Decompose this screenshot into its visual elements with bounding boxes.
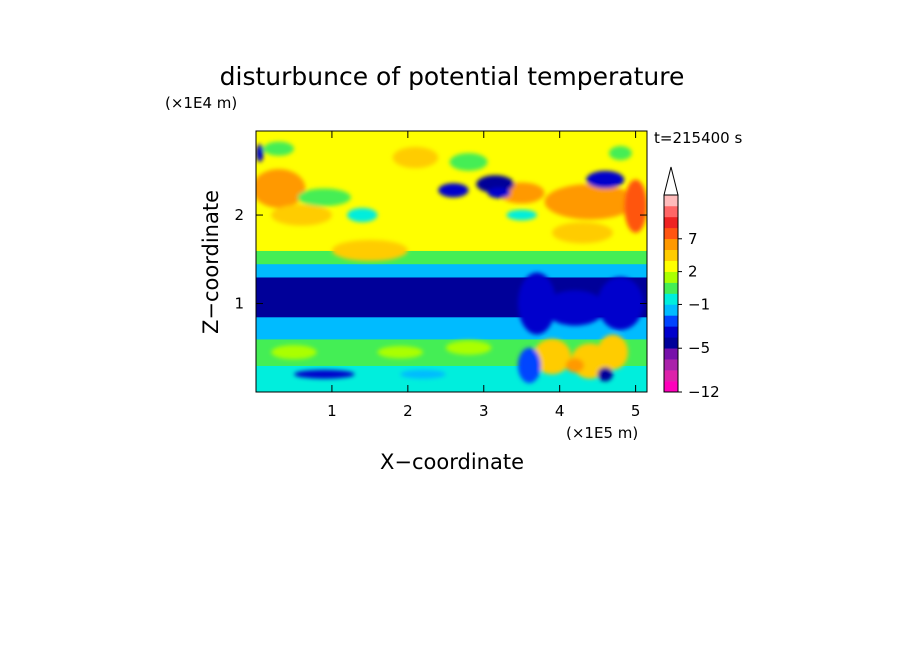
colorbar-swatch-2 (664, 359, 678, 371)
y-axis-label: Z−coordinate (199, 190, 223, 334)
colorbar-label: −1 (688, 295, 710, 313)
colorbar-swatch-17 (664, 195, 678, 207)
contour-band-5 (256, 250, 647, 265)
colorbar-swatch-7 (664, 304, 678, 316)
contour-patch-5 (271, 204, 332, 226)
y-unit-label: (×1E4 m) (165, 94, 237, 112)
x-tick-label: 4 (555, 402, 565, 420)
contour-patch-14 (263, 141, 294, 156)
colorbar-swatch-4 (664, 337, 678, 349)
contour-patch-0 (256, 169, 306, 208)
contour-patch-4 (392, 146, 439, 169)
y-axis-ticks: 12 (234, 206, 647, 313)
contour-patch-12 (347, 207, 378, 223)
colorbar-label: −5 (688, 339, 710, 357)
colorbar-extend-arrow (663, 166, 679, 196)
contour-patch-28 (293, 369, 355, 379)
contour-patch-15 (297, 188, 351, 207)
x-axis-label: X−coordinate (380, 450, 524, 474)
colorbar: 7 2 −1 −5 −12 (663, 166, 720, 401)
contour-patch-6 (331, 239, 408, 262)
x-tick-label: 2 (403, 402, 413, 420)
contour-patch-32 (377, 345, 424, 359)
colorbar-swatch-10 (664, 271, 678, 283)
contour-patch-26 (517, 347, 541, 384)
contour-patch-17 (609, 146, 632, 161)
contour-patch-27 (597, 367, 613, 382)
contour-patch-20 (544, 290, 606, 326)
contour-patch-25 (565, 358, 584, 373)
colorbar-swatch-6 (664, 315, 678, 327)
x-axis-ticks: 1 2 3 4 5 (327, 131, 640, 420)
contour-patch-7 (552, 222, 613, 244)
contour-band-4 (256, 263, 647, 278)
contour-patch-9 (487, 187, 511, 199)
contour-patch-11 (586, 170, 625, 189)
contour-patch-10 (438, 183, 469, 198)
x-unit-label: (×1E5 m) (566, 424, 638, 442)
plot-area (256, 131, 647, 392)
contour-patch-22 (533, 338, 572, 375)
colorbar-label: 2 (688, 263, 698, 281)
contour-patch-29 (400, 369, 446, 379)
x-tick-label: 1 (327, 402, 337, 420)
x-tick-label: 3 (479, 402, 489, 420)
colorbar-swatch-11 (664, 260, 678, 272)
colorbar-swatch-0 (664, 381, 678, 393)
colorbar-swatch-12 (664, 249, 678, 261)
contour-patch-30 (271, 345, 317, 360)
colorbar-swatch-13 (664, 238, 678, 251)
contour-patch-3 (624, 179, 647, 233)
colorbar-swatch-16 (664, 205, 678, 218)
contour-patch-21 (597, 276, 644, 331)
y-tick-label: 1 (234, 295, 244, 313)
chart-title: disturbunce of potential temperature (220, 62, 685, 91)
contour-patch-2 (544, 184, 636, 220)
colorbar-swatch-1 (664, 370, 678, 382)
plot-frame (255, 130, 648, 393)
colorbar-swatch-9 (664, 282, 678, 294)
colorbar-swatch-5 (664, 326, 678, 338)
contour-patch-31 (445, 340, 492, 355)
contour-patch-19 (517, 272, 556, 335)
colorbar-swatch-14 (664, 227, 678, 240)
contour-patch-16 (449, 153, 488, 171)
contour-patch-24 (597, 334, 629, 370)
colorbar-swatch-3 (664, 348, 678, 360)
colorbar-swatch-8 (664, 293, 678, 305)
colorbar-swatch-15 (664, 216, 678, 229)
contour-patch-18 (256, 144, 264, 162)
x-tick-label: 5 (631, 402, 641, 420)
time-label: t=215400 s (654, 129, 742, 147)
contour-patch-13 (506, 209, 537, 221)
colorbar-label: 7 (688, 230, 698, 248)
contour-blobs (256, 141, 647, 384)
y-tick-label: 2 (234, 206, 244, 224)
colorbar-label: −12 (688, 383, 720, 401)
